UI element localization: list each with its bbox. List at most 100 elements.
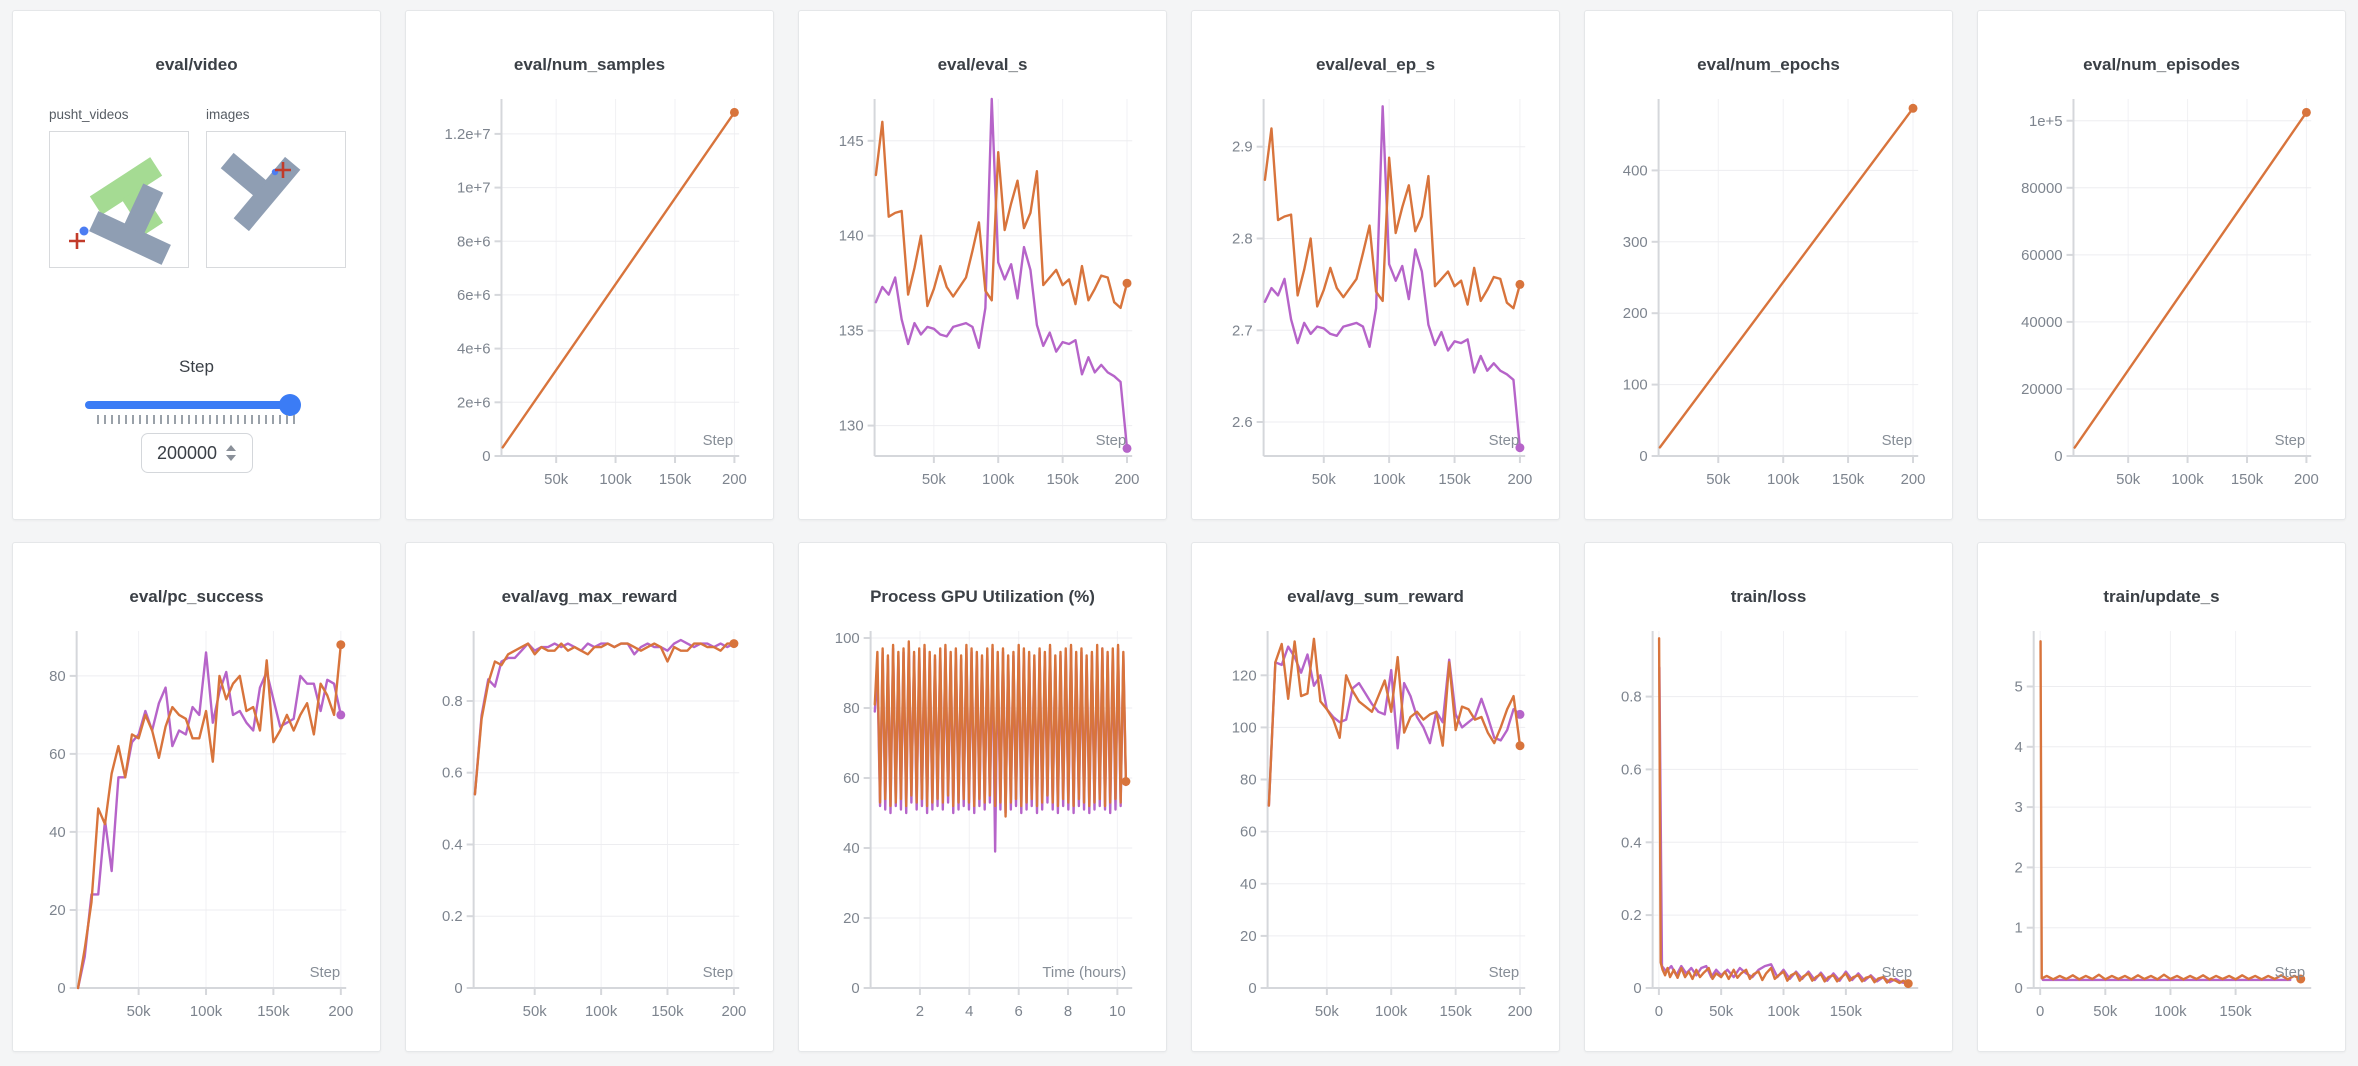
svg-text:200: 200 — [1508, 1003, 1533, 1020]
svg-text:2.6: 2.6 — [1232, 414, 1253, 431]
svg-text:60: 60 — [1240, 824, 1257, 841]
pusht-image-graphic — [220, 152, 301, 232]
svg-text:145: 145 — [839, 133, 864, 150]
svg-text:20: 20 — [1240, 928, 1257, 945]
line-chart-num-samples[interactable]: 0 2e+6 4e+6 6e+6 8e+6 1e+7 1.2e+7 50k 100k 150k 20… — [406, 11, 773, 519]
svg-text:100k: 100k — [1767, 471, 1800, 488]
svg-text:150k: 150k — [1830, 1003, 1863, 1020]
svg-text:200: 200 — [721, 1003, 746, 1020]
step-slider-thumb[interactable] — [279, 394, 301, 416]
svg-text:60: 60 — [843, 770, 860, 787]
svg-text:Step: Step — [2275, 964, 2306, 981]
svg-text:4: 4 — [2014, 739, 2022, 756]
svg-text:200: 200 — [1901, 471, 1926, 488]
step-input[interactable]: 200000 — [140, 433, 253, 473]
line-chart-avg-sum-reward[interactable]: 0 20 40 60 80 100 120 50k 100k 150k 200 Step — [1192, 543, 1559, 1051]
svg-text:1e+7: 1e+7 — [457, 180, 491, 197]
line-chart-train-update-s[interactable]: 0 1 2 3 4 5 0 50k 100k 150k Step — [1978, 543, 2345, 1051]
svg-text:100: 100 — [835, 630, 860, 647]
svg-text:200: 200 — [1115, 471, 1140, 488]
svg-text:0.4: 0.4 — [442, 836, 463, 853]
chart-svg: 0 20 40 60 80 100 2 4 6 8 10 Time (hours) — [835, 630, 1133, 1020]
svg-text:1: 1 — [2014, 920, 2022, 937]
images-thumbnail[interactable] — [206, 131, 346, 268]
media-label: images — [206, 107, 250, 122]
line-chart-num-episodes[interactable]: 0 20000 40000 60000 80000 1e+5 50k 100k 150k 200 S… — [1978, 11, 2345, 519]
svg-text:200: 200 — [328, 1003, 353, 1020]
svg-text:0.2: 0.2 — [442, 908, 463, 925]
line-chart-eval-ep-s[interactable]: 2.6 2.7 2.8 2.9 50k 100k 150k 200 Step — [1192, 11, 1559, 519]
svg-text:100: 100 — [1623, 377, 1648, 394]
svg-text:0: 0 — [482, 448, 490, 465]
svg-text:100k: 100k — [599, 471, 632, 488]
svg-text:2.9: 2.9 — [1232, 139, 1253, 156]
chart-panel-eval-ep-s: eval/eval_ep_s 2.6 2.7 2.8 2.9 50k 100k 150k 20… — [1191, 10, 1560, 520]
svg-text:300: 300 — [1623, 234, 1648, 251]
chart-svg: 130 135 140 145 50k 100k 150k 200 Step — [839, 97, 1140, 488]
svg-text:0: 0 — [851, 980, 859, 997]
svg-text:80: 80 — [1240, 771, 1257, 788]
svg-text:100k: 100k — [585, 1003, 618, 1020]
svg-text:Step: Step — [1489, 432, 1520, 449]
svg-text:20: 20 — [49, 902, 66, 919]
line-chart-pc-success[interactable]: 0 20 40 60 80 50k 100k 150k 200 Step — [13, 543, 380, 1051]
chart-svg: 0 1 2 3 4 5 0 50k 100k 150k Step — [2014, 631, 2312, 1020]
svg-text:50k: 50k — [1312, 471, 1337, 488]
step-value: 200000 — [156, 442, 218, 463]
svg-text:40: 40 — [1240, 876, 1257, 893]
pusht-scene-graphic — [69, 157, 171, 265]
svg-text:150k: 150k — [1832, 471, 1865, 488]
svg-text:150k: 150k — [651, 1003, 684, 1020]
svg-text:0.8: 0.8 — [442, 693, 463, 710]
svg-text:60000: 60000 — [2021, 247, 2062, 264]
svg-text:50k: 50k — [2116, 471, 2141, 488]
pusht-video-thumbnail[interactable] — [49, 131, 189, 268]
chart-panel-avg-sum-reward: eval/avg_sum_reward 0 20 40 60 80 100 120 50k 10… — [1191, 542, 1560, 1052]
step-slider-ticks — [97, 415, 299, 424]
step-slider[interactable] — [85, 401, 299, 409]
svg-text:0.6: 0.6 — [442, 765, 463, 782]
svg-text:50k: 50k — [523, 1003, 548, 1020]
line-chart-train-loss[interactable]: 0 0.2 0.4 0.6 0.8 0 50k 100k 150k Step — [1585, 543, 1952, 1051]
svg-text:10: 10 — [1109, 1003, 1126, 1020]
step-increment-icon[interactable] — [226, 445, 237, 451]
svg-text:Step: Step — [310, 964, 341, 981]
step-decrement-icon[interactable] — [226, 455, 237, 461]
line-chart-avg-max-reward[interactable]: 0 0.2 0.4 0.6 0.8 50k 100k 150k 200 Step — [406, 543, 773, 1051]
svg-text:80: 80 — [49, 668, 66, 685]
chart-panel-train-update-s: train/update_s 0 1 2 3 4 5 0 50k 100k 150k Step — [1977, 542, 2346, 1052]
svg-text:150k: 150k — [2219, 1003, 2252, 1020]
svg-text:0: 0 — [1639, 448, 1647, 465]
svg-text:120: 120 — [1232, 667, 1257, 684]
svg-text:200: 200 — [1507, 471, 1532, 488]
svg-text:20000: 20000 — [2021, 381, 2062, 398]
svg-text:100k: 100k — [1373, 471, 1406, 488]
chart-svg: 0 100 200 300 400 50k 100k 150k 200 Step — [1623, 99, 1926, 488]
svg-text:0: 0 — [57, 980, 65, 997]
svg-text:40: 40 — [49, 824, 66, 841]
svg-text:100k: 100k — [190, 1003, 223, 1020]
chart-panel-num-samples: eval/num_samples 0 2e+6 4e+6 6e+6 8e+6 1e+7 1.… — [405, 10, 774, 520]
chart-panel-gpu-utilization: Process GPU Utilization (%) 0 20 40 60 80 100… — [798, 542, 1167, 1052]
svg-text:150k: 150k — [659, 471, 692, 488]
chart-svg: 0 2e+6 4e+6 6e+6 8e+6 1e+7 1.2e+7 50k 100k 150k 20… — [445, 99, 747, 488]
svg-text:100k: 100k — [1375, 1003, 1408, 1020]
chart-panel-avg-max-reward: eval/avg_max_reward 0 0.2 0.4 0.6 0.8 50k 100k… — [405, 542, 774, 1052]
chart-svg: 0 0.2 0.4 0.6 0.8 0 50k 100k 150k Step — [1621, 631, 1919, 1020]
chart-panel-eval-s: eval/eval_s 130 135 140 145 50k 100k 150k 200 St… — [798, 10, 1167, 520]
line-chart-eval-s[interactable]: 130 135 140 145 50k 100k 150k 200 Step — [799, 11, 1166, 519]
svg-text:50k: 50k — [127, 1003, 152, 1020]
svg-text:80000: 80000 — [2021, 180, 2062, 197]
svg-text:0: 0 — [2054, 448, 2062, 465]
line-chart-gpu-utilization[interactable]: 0 20 40 60 80 100 2 4 6 8 10 Time (hours) — [799, 543, 1166, 1051]
step-slider-label: Step — [179, 357, 214, 376]
svg-text:0: 0 — [1248, 980, 1256, 997]
line-chart-num-epochs[interactable]: 0 100 200 300 400 50k 100k 150k 200 Step — [1585, 11, 1952, 519]
svg-text:200: 200 — [2294, 471, 2319, 488]
svg-text:0: 0 — [2014, 980, 2022, 997]
chart-svg: 0 0.2 0.4 0.6 0.8 50k 100k 150k 200 Step — [442, 631, 746, 1020]
svg-text:2: 2 — [2014, 859, 2022, 876]
svg-text:4: 4 — [965, 1003, 973, 1020]
svg-text:1e+5: 1e+5 — [2029, 113, 2063, 130]
